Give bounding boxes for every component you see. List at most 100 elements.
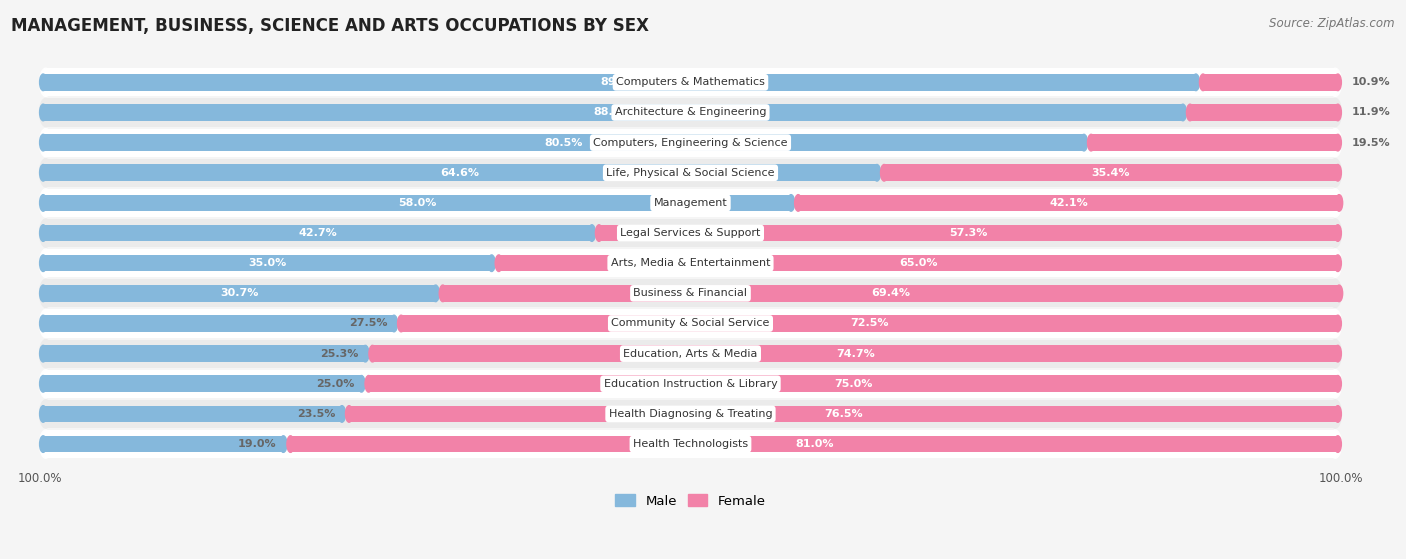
- Text: 25.3%: 25.3%: [321, 349, 359, 359]
- FancyBboxPatch shape: [44, 225, 592, 241]
- Circle shape: [1334, 164, 1341, 181]
- Circle shape: [39, 315, 46, 332]
- Circle shape: [588, 225, 596, 241]
- Circle shape: [39, 68, 52, 96]
- Circle shape: [1336, 285, 1343, 302]
- Text: 80.5%: 80.5%: [544, 138, 582, 148]
- Circle shape: [1080, 134, 1087, 151]
- Circle shape: [794, 195, 801, 211]
- Circle shape: [39, 249, 52, 277]
- Text: Community & Social Service: Community & Social Service: [612, 319, 769, 329]
- FancyBboxPatch shape: [44, 345, 366, 362]
- Circle shape: [1334, 436, 1341, 452]
- Circle shape: [1334, 104, 1341, 121]
- FancyBboxPatch shape: [45, 280, 1336, 307]
- Text: Education Instruction & Library: Education Instruction & Library: [603, 379, 778, 389]
- Text: Business & Financial: Business & Financial: [634, 288, 748, 299]
- Circle shape: [361, 345, 368, 362]
- FancyBboxPatch shape: [884, 164, 1337, 181]
- Circle shape: [398, 315, 405, 332]
- Circle shape: [1329, 309, 1341, 338]
- Circle shape: [495, 255, 502, 272]
- Circle shape: [39, 164, 46, 181]
- Circle shape: [39, 189, 52, 217]
- Circle shape: [1336, 195, 1343, 211]
- FancyBboxPatch shape: [291, 436, 1337, 452]
- FancyBboxPatch shape: [45, 219, 1336, 247]
- Text: Legal Services & Support: Legal Services & Support: [620, 228, 761, 238]
- Circle shape: [488, 255, 495, 272]
- Legend: Male, Female: Male, Female: [610, 489, 770, 513]
- Circle shape: [287, 436, 294, 452]
- Circle shape: [1334, 406, 1341, 422]
- Text: 35.4%: 35.4%: [1091, 168, 1130, 178]
- FancyBboxPatch shape: [44, 406, 342, 422]
- Circle shape: [1334, 225, 1341, 241]
- Circle shape: [1192, 74, 1199, 91]
- Text: 42.1%: 42.1%: [1049, 198, 1088, 208]
- Text: Life, Physical & Social Science: Life, Physical & Social Science: [606, 168, 775, 178]
- FancyBboxPatch shape: [443, 285, 1339, 302]
- Text: 64.6%: 64.6%: [440, 168, 479, 178]
- FancyBboxPatch shape: [45, 189, 1336, 217]
- Circle shape: [339, 406, 346, 422]
- FancyBboxPatch shape: [45, 159, 1336, 187]
- Circle shape: [1329, 430, 1341, 458]
- FancyBboxPatch shape: [373, 345, 1337, 362]
- FancyBboxPatch shape: [44, 74, 1197, 91]
- Circle shape: [39, 225, 46, 241]
- FancyBboxPatch shape: [44, 315, 394, 332]
- Circle shape: [280, 436, 287, 452]
- Circle shape: [39, 219, 52, 247]
- Text: MANAGEMENT, BUSINESS, SCIENCE AND ARTS OCCUPATIONS BY SEX: MANAGEMENT, BUSINESS, SCIENCE AND ARTS O…: [11, 17, 650, 35]
- Circle shape: [1329, 159, 1341, 187]
- Circle shape: [596, 225, 603, 241]
- Circle shape: [39, 369, 52, 398]
- FancyBboxPatch shape: [44, 255, 492, 272]
- Text: Management: Management: [654, 198, 727, 208]
- Circle shape: [39, 406, 46, 422]
- Circle shape: [1334, 255, 1341, 272]
- Circle shape: [1329, 98, 1341, 126]
- Circle shape: [787, 195, 794, 211]
- Circle shape: [39, 400, 52, 428]
- Circle shape: [39, 309, 52, 338]
- Text: Arts, Media & Entertainment: Arts, Media & Entertainment: [610, 258, 770, 268]
- Circle shape: [439, 285, 446, 302]
- Text: Computers & Mathematics: Computers & Mathematics: [616, 77, 765, 87]
- Text: 10.9%: 10.9%: [1351, 77, 1391, 87]
- Circle shape: [1334, 345, 1341, 362]
- Circle shape: [368, 345, 375, 362]
- Text: 74.7%: 74.7%: [835, 349, 875, 359]
- FancyBboxPatch shape: [45, 68, 1336, 96]
- FancyBboxPatch shape: [44, 164, 877, 181]
- Text: 75.0%: 75.0%: [834, 379, 872, 389]
- Text: 76.5%: 76.5%: [824, 409, 863, 419]
- Circle shape: [346, 406, 353, 422]
- Circle shape: [1334, 315, 1341, 332]
- Circle shape: [39, 129, 52, 157]
- Circle shape: [1329, 219, 1341, 247]
- Text: 30.7%: 30.7%: [221, 288, 259, 299]
- Circle shape: [1329, 280, 1341, 307]
- Circle shape: [1199, 74, 1206, 91]
- Text: Health Technologists: Health Technologists: [633, 439, 748, 449]
- FancyBboxPatch shape: [44, 195, 792, 211]
- Text: Education, Arts & Media: Education, Arts & Media: [623, 349, 758, 359]
- Circle shape: [39, 436, 46, 452]
- Circle shape: [1334, 74, 1341, 91]
- Text: 35.0%: 35.0%: [249, 258, 287, 268]
- Circle shape: [873, 164, 880, 181]
- FancyBboxPatch shape: [499, 255, 1337, 272]
- Circle shape: [432, 285, 439, 302]
- FancyBboxPatch shape: [44, 134, 1084, 151]
- Circle shape: [39, 195, 46, 211]
- FancyBboxPatch shape: [799, 195, 1339, 211]
- Circle shape: [39, 430, 52, 458]
- Circle shape: [391, 315, 398, 332]
- FancyBboxPatch shape: [45, 339, 1336, 368]
- Text: 72.5%: 72.5%: [851, 319, 889, 329]
- Text: 42.7%: 42.7%: [298, 228, 337, 238]
- FancyBboxPatch shape: [45, 369, 1336, 398]
- FancyBboxPatch shape: [401, 315, 1337, 332]
